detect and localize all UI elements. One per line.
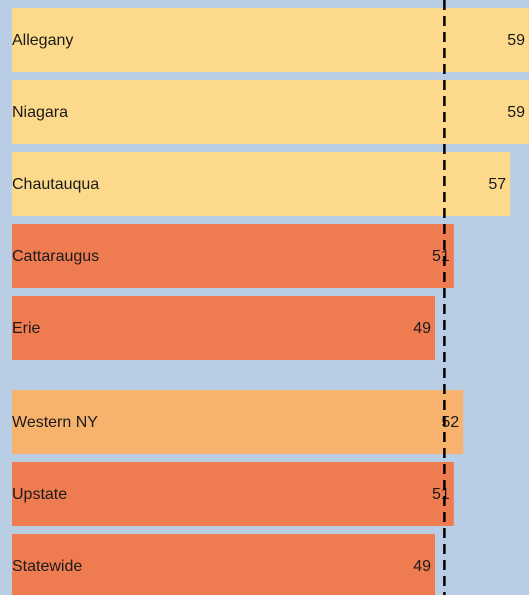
value-label: 49 [413,320,431,337]
category-label: Statewide [12,558,82,575]
category-label: Upstate [12,486,67,503]
bar [12,224,454,288]
bar [12,8,529,72]
value-label: 52 [441,414,459,431]
category-label: Cattaraugus [12,248,99,265]
value-label: 57 [488,176,506,193]
value-label: 59 [507,32,525,49]
category-label: Erie [12,320,41,337]
bar [12,390,464,454]
value-label: 59 [507,104,525,121]
bar [12,534,435,595]
category-label: Western NY [12,414,98,431]
value-label: 51 [432,248,450,265]
value-label: 51 [432,486,450,503]
category-label: Niagara [12,104,68,121]
bar [12,80,529,144]
category-label: Allegany [12,32,73,49]
bar [12,462,454,526]
bar [12,296,435,360]
bar [12,152,511,216]
category-label: Chautauqua [12,176,99,193]
value-label: 49 [413,558,431,575]
